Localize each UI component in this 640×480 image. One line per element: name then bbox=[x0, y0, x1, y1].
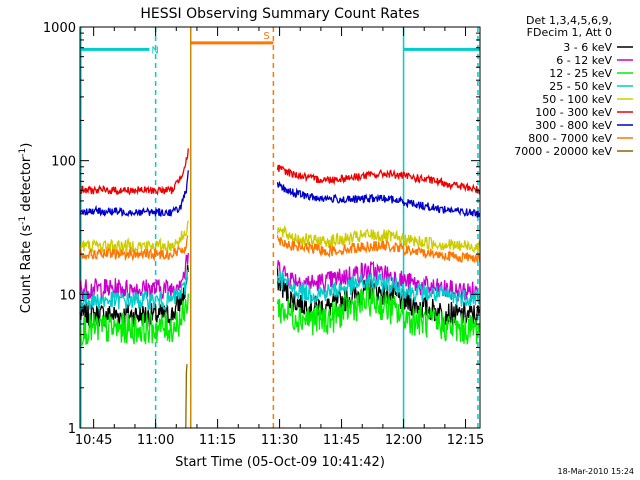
series-line bbox=[79, 148, 189, 196]
legend: Det 1,3,4,5,6,9,FDecim 1, Att 0 3 - 6 keV… bbox=[514, 14, 633, 158]
series-line bbox=[276, 224, 481, 254]
series-layer bbox=[79, 148, 481, 429]
x-tick-label: 12:15 bbox=[447, 433, 484, 448]
legend-label: 12 - 25 keV bbox=[549, 67, 612, 80]
x-tick-label: 11:45 bbox=[323, 433, 360, 448]
marker-layer: NS bbox=[80, 27, 480, 428]
x-tick-label: 12:00 bbox=[385, 433, 422, 448]
legend-label: 50 - 100 keV bbox=[542, 93, 612, 106]
series-line bbox=[276, 235, 481, 264]
legend-label: 3 - 6 keV bbox=[563, 41, 612, 54]
chart-title: HESSI Observing Summary Count Rates bbox=[140, 6, 419, 22]
series-line bbox=[79, 269, 189, 311]
y-tick-label: 1 bbox=[68, 422, 76, 437]
y-axis-label-end: ) bbox=[19, 143, 34, 148]
series-line bbox=[79, 220, 189, 255]
series-line bbox=[276, 260, 481, 303]
series-line bbox=[276, 180, 481, 218]
y-axis-label-sup2: -1 bbox=[18, 148, 28, 157]
y-axis-label-mid: detector bbox=[19, 156, 34, 216]
y-tick-label: 10 bbox=[59, 288, 76, 303]
series-line bbox=[276, 270, 481, 307]
x-axis-label: Start Time (05-Oct-09 10:41:42) bbox=[175, 455, 385, 470]
x-tick-label: 10:45 bbox=[75, 433, 112, 448]
x-tick-label: 11:15 bbox=[199, 433, 236, 448]
x-tick-label: 11:00 bbox=[137, 433, 174, 448]
legend-label: 100 - 300 keV bbox=[535, 106, 612, 119]
series-line bbox=[79, 235, 189, 262]
series-line bbox=[276, 164, 481, 195]
legend-header: Det 1,3,4,5,6,9, bbox=[526, 14, 612, 27]
y-tick-label: 100 bbox=[51, 155, 76, 170]
series-line bbox=[276, 285, 481, 345]
series-line bbox=[79, 253, 189, 301]
x-tick-label: 11:30 bbox=[261, 433, 298, 448]
legend-label: 6 - 12 keV bbox=[556, 54, 612, 67]
y-axis-label: Count Rate (s-1 detector-1) bbox=[18, 143, 34, 314]
series-line bbox=[79, 170, 189, 218]
series-line bbox=[185, 364, 188, 429]
legend-header: FDecim 1, Att 0 bbox=[527, 26, 612, 39]
y-axis-label-sup1: -1 bbox=[18, 216, 28, 225]
series-line bbox=[276, 267, 481, 326]
flag-label: S bbox=[263, 31, 269, 42]
legend-label: 7000 - 20000 keV bbox=[514, 145, 612, 158]
flag-label: N bbox=[151, 45, 158, 56]
legend-label: 300 - 800 keV bbox=[535, 119, 612, 132]
legend-label: 800 - 7000 keV bbox=[528, 132, 612, 145]
timestamp: 18-Mar-2010 15:24 bbox=[557, 467, 635, 476]
y-tick-label: 1000 bbox=[43, 21, 76, 36]
legend-label: 25 - 50 keV bbox=[549, 80, 612, 93]
axes: 1 10 100 1000 10:45 11:00 11:15 11:30 11:45 12:00… bbox=[43, 21, 484, 448]
series-line bbox=[79, 293, 189, 347]
y-axis-label-main: Count Rate (s bbox=[19, 225, 34, 314]
